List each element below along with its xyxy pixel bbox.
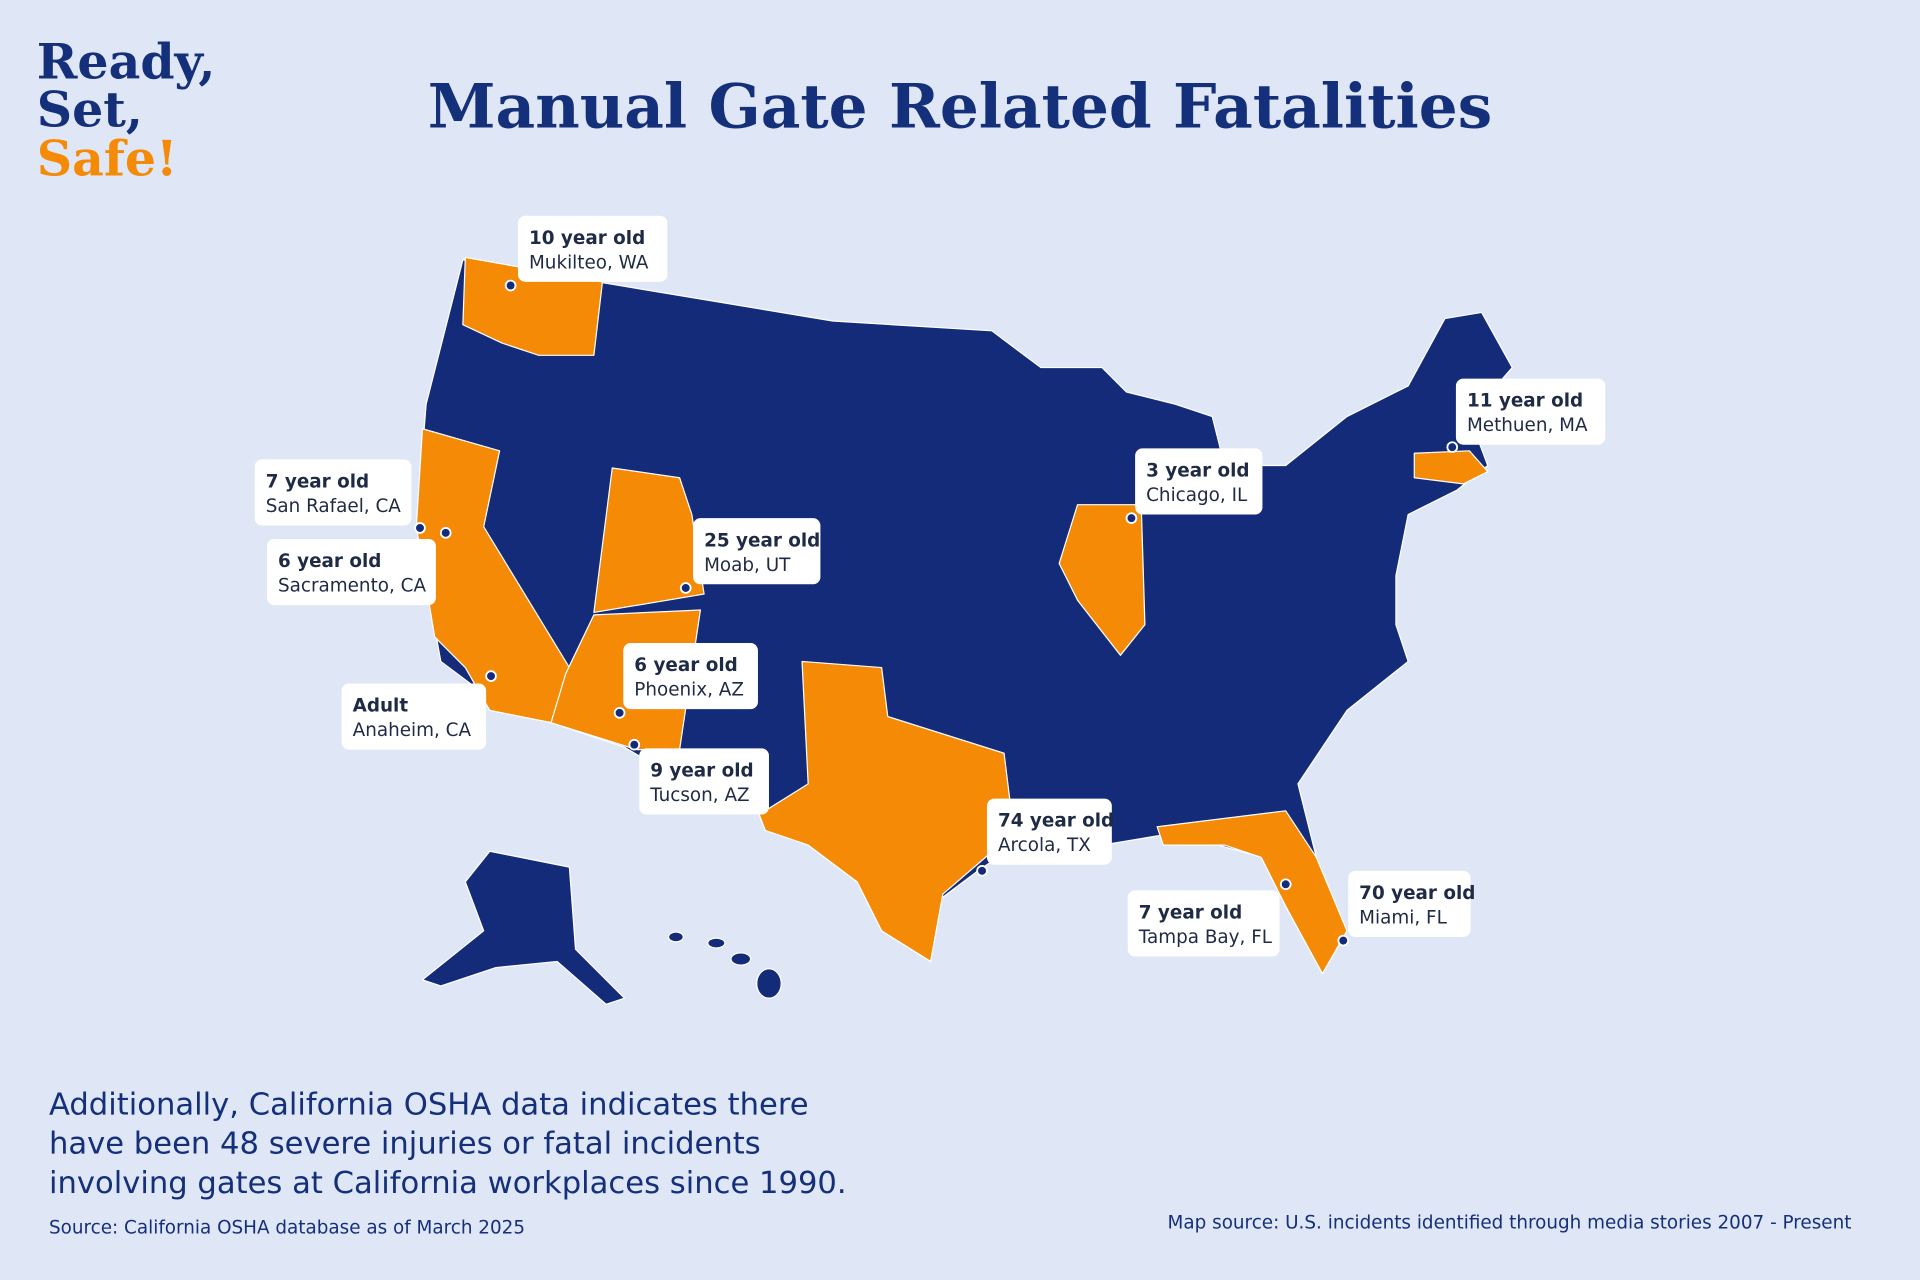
callout-box [1455, 378, 1606, 445]
incident-marker [679, 582, 692, 594]
note-line: have been 48 severe injuries or fatal in… [49, 1127, 761, 1162]
incident-marker [628, 738, 641, 751]
map-source: Map source: U.S. incidents identified th… [1168, 1212, 1852, 1233]
callout-place: Methuen, MA [1467, 415, 1588, 436]
callout-age: 7 year old [1139, 903, 1242, 924]
callout-box [693, 518, 821, 585]
us-map [415, 256, 1513, 1005]
callout-age: 6 year old [278, 551, 381, 572]
callout-box [1135, 448, 1263, 515]
callout-age: 3 year old [1146, 461, 1249, 482]
state-hi [707, 937, 726, 949]
callout-box [254, 459, 412, 526]
callout-age: 7 year old [266, 472, 369, 493]
logo-line: Set, [37, 80, 143, 138]
state-ma [1413, 450, 1489, 485]
incident-marker [485, 670, 497, 682]
callout-place: Chicago, IL [1146, 485, 1248, 506]
callout-age: Adult [353, 696, 409, 717]
callout-place: San Rafael, CA [266, 496, 402, 517]
callout-box [986, 798, 1112, 865]
callout-place: Mukilteo, WA [529, 252, 649, 273]
callout-age: 74 year old [998, 811, 1114, 832]
incident-marker [439, 527, 452, 539]
incident-marker [613, 707, 626, 719]
callout-age: 10 year old [529, 228, 645, 249]
callout-place: Miami, FL [1359, 907, 1447, 928]
callout-box [623, 643, 758, 710]
callout-age: 70 year old [1359, 883, 1475, 904]
incident-marker [1337, 934, 1350, 947]
callout-place: Tampa Bay, FL [1138, 927, 1273, 948]
callout-box [1127, 890, 1280, 957]
state-ak [421, 850, 626, 1005]
incident-marker [1446, 441, 1459, 453]
callout-box [341, 683, 487, 750]
callout-place: Tucson, AZ [649, 785, 749, 806]
incident-marker [1125, 512, 1138, 524]
note-line: involving gates at California workplaces… [49, 1166, 847, 1201]
state-tx [758, 660, 1015, 963]
callout-age: 9 year old [650, 761, 753, 782]
note-line: Additionally, California OSHA data indic… [49, 1087, 809, 1122]
logo-line: Ready, [37, 33, 216, 91]
incident-marker [976, 864, 988, 877]
callout-age: 6 year old [634, 655, 737, 676]
callout-place: Moab, UT [704, 555, 791, 576]
incident-marker [414, 522, 426, 534]
callout-box [639, 748, 769, 815]
callout-age: 11 year old [1467, 391, 1583, 412]
state-fl [1156, 810, 1348, 975]
callout-box [266, 538, 436, 606]
callout-place: Arcola, TX [998, 835, 1091, 856]
state-hi [730, 952, 752, 966]
incident-marker [1279, 878, 1292, 891]
state-hi [756, 968, 782, 999]
source: Source: California OSHA database as of M… [49, 1217, 525, 1238]
callout-place: Sacramento, CA [278, 576, 427, 597]
title: Manual Gate Related Fatalities [428, 72, 1492, 143]
callout-place: Phoenix, AZ [634, 680, 744, 701]
state-hi [667, 931, 684, 943]
callout-place: Anaheim, CA [353, 720, 472, 741]
incident-marker [504, 279, 517, 292]
callouts: 10 year old Mukilteo, WA 11 year old Methue… [254, 215, 1606, 957]
callout-box [517, 215, 668, 282]
logo-line: Safe! [37, 129, 178, 187]
callout-age: 25 year old [704, 530, 820, 551]
callout-box [1348, 870, 1471, 937]
